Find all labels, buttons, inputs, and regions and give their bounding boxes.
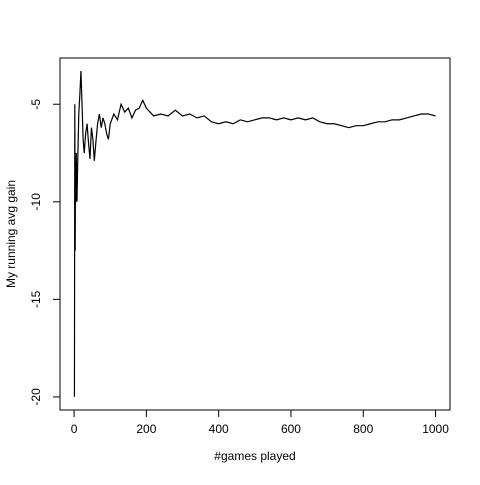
plot-box <box>59 57 451 411</box>
x-tick-label: 0 <box>71 422 78 436</box>
x-axis-label: #games played <box>214 449 295 463</box>
x-tick-label: 800 <box>353 422 373 436</box>
y-axis-label: My running avg gain <box>4 180 18 288</box>
y-tick-label: -10 <box>29 193 43 211</box>
data-line <box>73 71 436 397</box>
x-tick-label: 1000 <box>422 422 449 436</box>
y-tick-label: -5 <box>29 99 43 110</box>
y-tick-label: -15 <box>29 290 43 308</box>
x-tick-label: 400 <box>209 422 229 436</box>
x-tick-label: 600 <box>281 422 301 436</box>
y-tick-label: -20 <box>29 388 43 406</box>
x-tick-label: 200 <box>136 422 156 436</box>
